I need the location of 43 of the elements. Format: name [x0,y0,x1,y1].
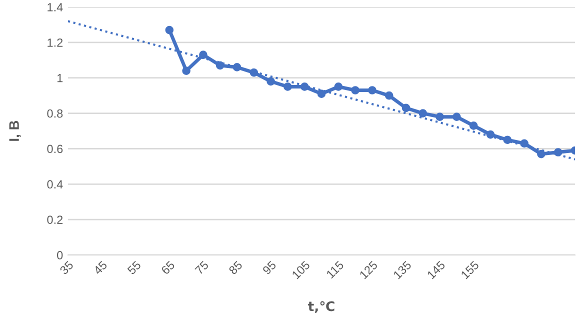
point [402,104,410,112]
x-tick-label: 135 [392,260,412,280]
y-tick-label: 0.4 [47,180,63,189]
point [384,91,394,100]
point [486,130,495,139]
x-axis-title: t,℃ [308,301,334,313]
x-tick-label: 105 [292,260,310,280]
y-tick-label: 0.2 [47,216,63,224]
y-tick-label: 0.8 [47,109,63,118]
point [284,82,292,91]
x-tick-label: 145 [426,260,446,280]
point [554,148,562,156]
y-tick-label: 1 [57,74,63,82]
point [436,112,444,121]
point [266,77,275,86]
y-tick-label: 1.4 [48,3,63,12]
point [165,26,174,34]
point [351,86,360,94]
x-tick-label: 35 [59,260,74,275]
y-tick-label: 0 [57,251,63,260]
y-tick-label: 0.6 [47,144,63,154]
point [452,112,461,121]
point [199,50,208,59]
point [317,90,326,98]
point [503,136,512,144]
y-tick-label: 1.2 [48,38,63,47]
x-tick-label: 95 [262,260,277,275]
point [469,122,478,130]
x-tick-label: 55 [126,260,142,275]
y-axis-title: I, B [9,120,21,141]
x-tick-label: 75 [194,260,209,275]
point [334,82,343,91]
x-tick-label: 155 [460,260,480,280]
point [537,150,546,158]
point [368,86,376,94]
x-tick-label: 45 [93,260,108,276]
x-tick-label: 65 [160,260,176,275]
point [182,66,190,75]
point [418,109,428,118]
point [216,61,224,70]
x-tick-label: 85 [228,260,243,275]
x-tick-label: 115 [326,260,344,279]
x-tick-label: 125 [359,260,378,280]
